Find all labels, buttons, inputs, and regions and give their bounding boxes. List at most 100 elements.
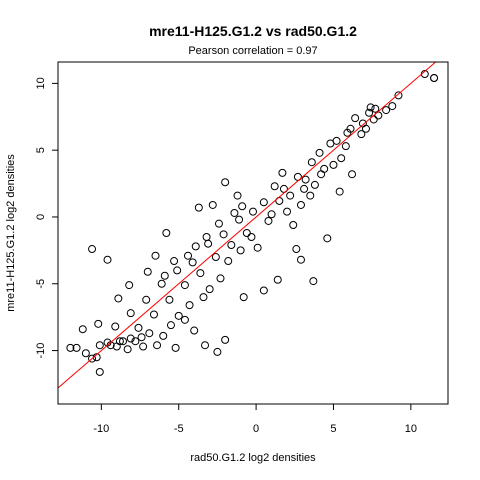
- scatter-point: [196, 269, 205, 278]
- scatter-point: [134, 323, 143, 332]
- scatter-point: [142, 295, 151, 304]
- scatter-point: [306, 191, 315, 200]
- x-axis: -10 -5 0 5 10: [93, 404, 417, 435]
- scatter-point: [236, 246, 245, 255]
- scatter-point: [199, 293, 208, 302]
- scatter-point: [430, 74, 439, 83]
- scatter-point: [296, 255, 305, 264]
- scatter-point: [190, 326, 199, 335]
- scatter-point: [162, 229, 171, 237]
- scatter-point: [78, 325, 87, 334]
- scatter-point: [191, 242, 200, 251]
- scatter-point: [170, 257, 179, 266]
- scatter-point: [174, 311, 183, 320]
- scatter-point: [366, 103, 375, 112]
- scatter-point: [157, 279, 166, 288]
- scatter-point: [242, 229, 251, 237]
- scatter-point: [123, 345, 132, 354]
- scatter-point: [309, 277, 318, 286]
- scatter-point: [301, 175, 310, 184]
- scatter-point: [230, 208, 239, 217]
- scatter-point: [180, 281, 189, 290]
- scatter-point: [145, 329, 154, 338]
- scatter-point: [88, 354, 97, 363]
- scatter-point: [125, 281, 134, 290]
- scatter-point: [211, 253, 220, 262]
- scatter-point: [151, 251, 160, 260]
- scatter-point: [259, 286, 268, 295]
- scatter-point: [224, 257, 233, 266]
- scatter-point: [219, 230, 228, 239]
- scatter-point: [149, 310, 158, 319]
- scatter-point: [351, 114, 360, 123]
- scatter-point: [343, 128, 352, 137]
- scatter-point: [348, 170, 357, 179]
- x-tick-label: -5: [174, 423, 184, 435]
- scatter-point: [213, 347, 222, 356]
- y-axis-label: mre11-H125.G1.2 log2 densities: [5, 154, 17, 312]
- y-tick-label: -10: [35, 343, 47, 359]
- x-tick-label: 5: [330, 423, 336, 435]
- scatter-point: [139, 342, 148, 351]
- fit-line: [57, 61, 436, 389]
- scatter-point: [289, 220, 298, 229]
- scatter-point: [180, 315, 189, 324]
- scatter-point: [166, 321, 175, 330]
- scatter-point: [292, 245, 301, 254]
- chart-title: mre11-H125.G1.2 vs rad50.G1.2: [149, 23, 357, 39]
- y-tick-label: 0: [35, 214, 47, 220]
- scatter-point: [216, 274, 225, 283]
- scatter-point: [221, 335, 230, 344]
- scatter-point: [259, 198, 268, 207]
- scatter-point: [112, 342, 121, 351]
- scatter-point: [233, 191, 242, 200]
- scatter-point: [286, 191, 295, 200]
- scatter-point: [335, 187, 344, 196]
- scatter-point: [307, 158, 316, 167]
- scatter-point: [249, 207, 257, 216]
- y-tick-label: 5: [35, 147, 47, 153]
- scatter-point: [208, 200, 217, 209]
- scatter-point: [165, 295, 174, 304]
- scatter-point: [119, 337, 127, 346]
- scatter-point: [171, 343, 180, 352]
- scatter-point: [337, 154, 346, 163]
- scatter-point: [173, 266, 182, 275]
- scatter-point: [270, 182, 279, 191]
- scatter-point: [382, 106, 391, 115]
- scatter-point: [137, 333, 146, 342]
- y-tick-label: -5: [35, 279, 47, 289]
- scatter-point: [227, 241, 236, 250]
- scatter-point: [273, 275, 282, 284]
- scatter-point: [88, 245, 97, 254]
- x-tick-label: 0: [253, 423, 259, 435]
- scatter-point: [278, 168, 287, 177]
- scatter-point: [310, 180, 319, 189]
- scatter-point: [126, 309, 135, 318]
- y-tick-label: 10: [35, 77, 47, 89]
- scatter-point: [320, 164, 329, 173]
- scatter-point: [95, 341, 104, 350]
- scatter-point: [214, 219, 223, 228]
- scatter-point: [357, 130, 366, 139]
- x-tick-label: 10: [405, 423, 417, 435]
- x-axis-label: rad50.G1.2 log2 densities: [190, 452, 316, 464]
- scatter-point: [323, 234, 332, 243]
- plot-frame: [57, 61, 449, 405]
- scatter-point: [185, 301, 194, 310]
- scatter-point: [205, 285, 214, 294]
- scatter-point: [238, 202, 247, 211]
- scatter-point: [315, 148, 324, 157]
- scatter-point: [81, 349, 90, 358]
- scatter-point: [341, 142, 350, 151]
- scatter-point: [221, 178, 230, 187]
- scatter-point: [202, 233, 211, 242]
- scatter-point: [194, 203, 203, 212]
- scatter-point: [103, 255, 112, 264]
- scatter-point: [239, 293, 248, 302]
- scatter-point: [143, 267, 152, 276]
- scatter-point: [283, 207, 292, 216]
- x-tick-label: -10: [93, 423, 109, 435]
- scatter-point: [201, 341, 210, 350]
